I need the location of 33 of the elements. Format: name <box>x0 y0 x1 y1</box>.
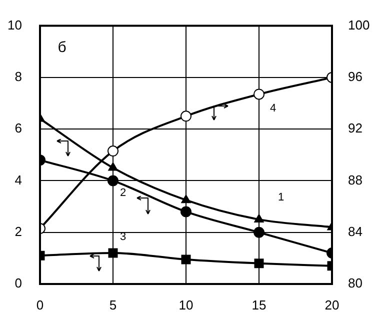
x-tick-label: 0 <box>36 297 44 312</box>
point <box>180 206 192 218</box>
y-tick-label: 10 <box>8 17 22 32</box>
point <box>254 258 264 268</box>
x-tick-label: 15 <box>252 297 266 312</box>
point <box>254 226 264 238</box>
series-label: 2 <box>120 186 126 199</box>
point <box>108 162 118 171</box>
y-tick-label: 6 <box>14 120 22 136</box>
point <box>254 88 264 100</box>
point <box>108 175 118 186</box>
x-tick-label: 20 <box>324 297 340 312</box>
y-tick-label: 8 <box>14 69 22 84</box>
point <box>180 110 192 122</box>
annotation: б <box>58 38 66 56</box>
y2-tick-label: 100 <box>348 17 370 32</box>
point <box>108 146 118 157</box>
x-tick-label: 10 <box>178 297 194 312</box>
y2-tick-label: 84 <box>348 224 362 239</box>
x-tick-label: 5 <box>109 297 117 312</box>
y2-tick-label: 92 <box>348 120 362 136</box>
y2-tick-label: 88 <box>348 172 362 188</box>
y2-tick-label: 80 <box>348 276 362 291</box>
series-label: 4 <box>270 102 276 114</box>
point <box>108 248 118 258</box>
point <box>181 254 191 264</box>
point <box>254 214 264 222</box>
point <box>181 194 191 204</box>
series-label: 1 <box>278 191 284 204</box>
y-tick-label: 4 <box>14 172 22 188</box>
y-tick-label: 0 <box>14 276 22 291</box>
y-tick-label: 2 <box>14 224 22 239</box>
y2-tick-label: 96 <box>348 69 362 84</box>
